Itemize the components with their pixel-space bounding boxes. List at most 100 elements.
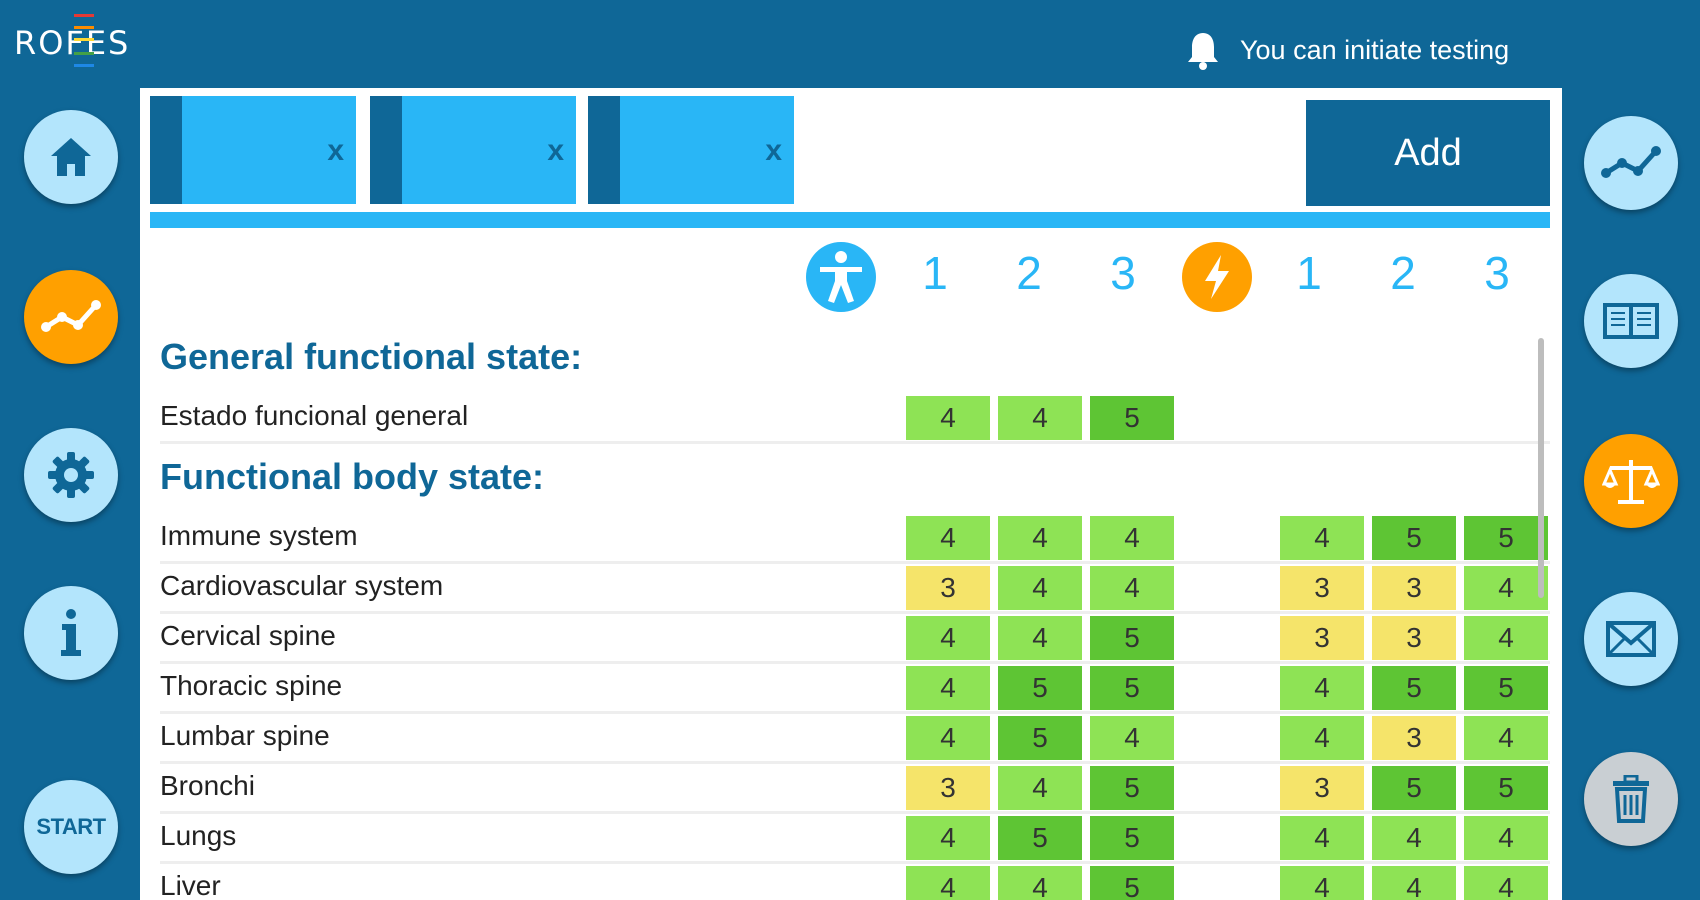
- start-button[interactable]: START: [24, 780, 118, 874]
- score-cell: 4: [1464, 566, 1548, 610]
- score-cell: 4: [1464, 716, 1548, 760]
- score-cell: 4: [1280, 516, 1364, 560]
- start-label: START: [36, 814, 106, 839]
- score-cell: 4: [1090, 716, 1174, 760]
- delete-button[interactable]: [1584, 752, 1678, 846]
- score-cell: 4: [906, 816, 990, 860]
- score-cell: 4: [1464, 816, 1548, 860]
- line-chart-icon: [41, 300, 101, 332]
- table-row[interactable]: Immune system 4 4 4 4 5 5: [160, 514, 1550, 564]
- col-header-2: 2: [1016, 247, 1042, 299]
- score-cell: 4: [998, 766, 1082, 810]
- scales-icon: [1602, 460, 1660, 504]
- lightning-icon: [1182, 242, 1252, 312]
- settings-button[interactable]: [24, 428, 118, 522]
- home-button[interactable]: [24, 110, 118, 204]
- row-label: Liver: [160, 870, 221, 900]
- add-button[interactable]: Add: [1306, 100, 1550, 206]
- table-row[interactable]: Liver 4 4 5 4 4 4: [160, 864, 1550, 900]
- col-header-1: 1: [922, 247, 948, 299]
- chip-stripe: [370, 96, 402, 204]
- chip-stripe: [150, 96, 182, 204]
- selection-chip[interactable]: x: [588, 96, 794, 204]
- trash-icon: [1613, 775, 1649, 823]
- header-divider: [150, 212, 1550, 228]
- score-cell: 4: [1464, 866, 1548, 900]
- chip-remove-button[interactable]: x: [765, 134, 782, 167]
- score-cell: 3: [1280, 616, 1364, 660]
- table-row[interactable]: Estado funcional general 4 4 5: [160, 394, 1550, 444]
- score-cell: 4: [1280, 816, 1364, 860]
- status-notice: You can initiate testing: [1186, 30, 1509, 70]
- score-cell: 4: [906, 666, 990, 710]
- main-panel: x x x Add 1 2 3 1 2 3 General functional…: [140, 88, 1562, 900]
- row-label: Immune system: [160, 520, 358, 551]
- score-cell: 3: [1372, 716, 1456, 760]
- score-cell: 4: [906, 866, 990, 900]
- score-cell: 4: [1464, 616, 1548, 660]
- score-cell: 3: [1280, 566, 1364, 610]
- table-row[interactable]: Lumbar spine 4 5 4 4 3 4: [160, 714, 1550, 764]
- logo-color-bars: [74, 14, 94, 70]
- notice-text: You can initiate testing: [1240, 34, 1510, 65]
- score-cell: 5: [1090, 866, 1174, 900]
- app-header: ROFES You can initiate testing: [0, 0, 1700, 88]
- score-cell: 5: [1090, 616, 1174, 660]
- scrollbar[interactable]: [1538, 338, 1544, 598]
- table-row[interactable]: Thoracic spine 4 5 5 4 5 5: [160, 664, 1550, 714]
- score-cell: 4: [1280, 866, 1364, 900]
- score-cell: 4: [998, 566, 1082, 610]
- row-label: Thoracic spine: [160, 670, 343, 701]
- results-button[interactable]: [24, 270, 118, 364]
- score-cell: 4: [998, 866, 1082, 900]
- app-logo: ROFES: [14, 24, 131, 62]
- row-label: Cervical spine: [160, 620, 336, 651]
- chip-remove-button[interactable]: x: [547, 134, 564, 167]
- balance-button[interactable]: [1584, 434, 1678, 528]
- book-icon: [1603, 303, 1659, 339]
- table-row[interactable]: Cardiovascular system 3 4 4 3 3 4: [160, 564, 1550, 614]
- book-button[interactable]: [1584, 274, 1678, 368]
- score-cell: 4: [906, 716, 990, 760]
- selection-chip[interactable]: x: [150, 96, 356, 204]
- row-label: Bronchi: [160, 770, 255, 801]
- score-cell: 4: [1280, 716, 1364, 760]
- score-cell: 5: [1372, 766, 1456, 810]
- score-cell: 4: [998, 616, 1082, 660]
- score-cell: 5: [1464, 666, 1548, 710]
- envelope-icon: [1606, 621, 1656, 657]
- score-cell: 4: [1372, 816, 1456, 860]
- score-cell: 4: [998, 396, 1082, 440]
- score-cell: 5: [1372, 516, 1456, 560]
- row-label: Lumbar spine: [160, 720, 330, 751]
- score-cell: 4: [998, 516, 1082, 560]
- mail-button[interactable]: [1584, 592, 1678, 686]
- table-row[interactable]: Bronchi 3 4 5 3 5 5: [160, 764, 1550, 814]
- score-cell: 5: [1090, 766, 1174, 810]
- col-header-6: 3: [1484, 247, 1510, 299]
- chip-remove-button[interactable]: x: [327, 134, 344, 167]
- col-header-4: 1: [1296, 247, 1322, 299]
- col-header-3: 3: [1110, 247, 1136, 299]
- score-cell: 3: [1372, 616, 1456, 660]
- table-row[interactable]: Lungs 4 5 5 4 4 4: [160, 814, 1550, 864]
- score-cell: 4: [906, 396, 990, 440]
- section-title: Functional body state:: [160, 456, 545, 497]
- score-cell: 5: [1090, 396, 1174, 440]
- row-label: Estado funcional general: [160, 400, 469, 431]
- score-cell: 3: [1280, 766, 1364, 810]
- score-cell: 5: [1464, 516, 1548, 560]
- score-cell: 4: [1090, 516, 1174, 560]
- score-cell: 5: [998, 666, 1082, 710]
- score-cell: 3: [906, 566, 990, 610]
- score-cell: 3: [1372, 566, 1456, 610]
- score-cell: 4: [906, 616, 990, 660]
- info-button[interactable]: [24, 586, 118, 680]
- chart-button[interactable]: [1584, 116, 1678, 210]
- score-cell: 3: [906, 766, 990, 810]
- score-cell: 4: [906, 516, 990, 560]
- selection-chip[interactable]: x: [370, 96, 576, 204]
- home-icon: [51, 138, 91, 176]
- table-row[interactable]: Cervical spine 4 4 5 3 3 4: [160, 614, 1550, 664]
- section-title: General functional state:: [160, 336, 583, 377]
